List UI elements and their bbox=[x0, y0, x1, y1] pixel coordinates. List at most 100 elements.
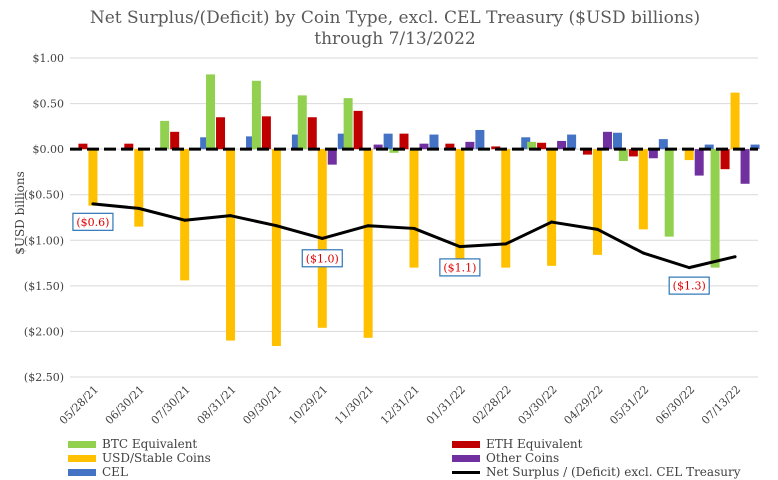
bar-other-coins bbox=[465, 141, 475, 150]
x-tick-label: 10/29/21 bbox=[286, 383, 330, 427]
bar-eth-equivalent bbox=[537, 142, 547, 150]
legend-label-other: Other Coins bbox=[486, 451, 560, 465]
bar-cel bbox=[612, 132, 622, 150]
net-surplus-point bbox=[733, 255, 737, 259]
bar-other-coins bbox=[740, 149, 750, 184]
bar-other-coins bbox=[327, 149, 337, 165]
bar-usd-stable-coins bbox=[134, 149, 144, 227]
bar-cel bbox=[429, 134, 439, 150]
legend-item-eth: ETH Equivalent bbox=[452, 437, 582, 451]
chart-title-line2: through 7/13/2022 bbox=[314, 29, 476, 49]
x-tick-label: 04/29/22 bbox=[561, 383, 605, 427]
bar-eth-equivalent bbox=[445, 143, 455, 150]
bar-other-coins bbox=[602, 131, 612, 150]
bar-eth-equivalent bbox=[170, 131, 180, 150]
bar-eth-equivalent bbox=[307, 117, 317, 150]
net-surplus-point bbox=[595, 227, 599, 231]
bar-usd-stable-coins bbox=[363, 149, 373, 338]
bar-cel bbox=[521, 137, 531, 150]
net-surplus-point bbox=[274, 224, 278, 228]
y-axis-ticks: $1.00 $0.50 $0.00 ($0.50) ($1.00) ($1.50) ($2.… bbox=[24, 52, 64, 384]
bar-eth-equivalent bbox=[628, 149, 638, 157]
bar-usd-stable-coins bbox=[88, 149, 98, 206]
y-tick-label: ($2.00) bbox=[24, 325, 64, 338]
bar-usd-stable-coins bbox=[455, 149, 465, 274]
bar-cel bbox=[337, 133, 347, 150]
bar-btc-equivalent bbox=[618, 149, 628, 161]
y-tick-label: ($1.50) bbox=[24, 280, 64, 293]
chart-title: Net Surplus/(Deficit) by Coin Type, excl… bbox=[60, 8, 730, 50]
legend-swatch-eth bbox=[452, 440, 480, 448]
net-surplus-point bbox=[183, 218, 187, 222]
x-tick-label: 11/30/21 bbox=[332, 383, 376, 427]
x-tick-label: 02/28/22 bbox=[470, 383, 514, 427]
bar-btc-equivalent bbox=[343, 98, 353, 150]
annotation-label: ($1.1) bbox=[443, 261, 476, 274]
bar-other-coins bbox=[419, 143, 429, 150]
net-surplus-point bbox=[550, 220, 554, 224]
x-tick-label: 07/30/21 bbox=[149, 383, 193, 427]
x-tick-label: 07/13/22 bbox=[699, 383, 743, 427]
bar-cel bbox=[475, 130, 485, 150]
annotation-label: ($1.3) bbox=[673, 280, 706, 293]
bar-usd-stable-coins bbox=[638, 149, 648, 230]
y-tick-label: $1.00 bbox=[33, 52, 65, 65]
bar-cel bbox=[383, 133, 393, 150]
bar-usd-stable-coins bbox=[547, 149, 557, 266]
net-surplus-point bbox=[641, 251, 645, 255]
legend-label-net: Net Surplus / (Deficit) excl. CEL Treasu… bbox=[486, 465, 741, 479]
bar-other-coins bbox=[557, 140, 567, 150]
x-tick-label: 08/31/21 bbox=[195, 383, 239, 427]
bar-cel bbox=[200, 137, 210, 150]
net-surplus-point bbox=[91, 202, 95, 206]
bar-eth-equivalent bbox=[261, 116, 271, 150]
net-surplus-point bbox=[687, 266, 691, 270]
legend-swatch-other bbox=[452, 454, 480, 462]
bar-btc-equivalent bbox=[527, 141, 537, 150]
bar-eth-equivalent bbox=[124, 143, 134, 150]
bar-other-coins bbox=[648, 149, 658, 159]
legend-label-btc: BTC Equivalent bbox=[102, 437, 198, 451]
y-tick-label: ($2.50) bbox=[24, 371, 64, 384]
bar-usd-stable-coins bbox=[730, 92, 740, 150]
legend-label-usd: USD/Stable Coins bbox=[102, 451, 211, 465]
legend-swatch-btc bbox=[68, 440, 96, 448]
bar-cel bbox=[246, 136, 256, 150]
legend-swatch-cel bbox=[68, 468, 96, 476]
y-tick-label: $0.50 bbox=[33, 98, 65, 111]
annotation-box bbox=[72, 212, 114, 231]
legend-item-btc: BTC Equivalent bbox=[68, 437, 197, 451]
x-tick-label: 01/31/22 bbox=[424, 383, 468, 427]
legend-item-usd: USD/Stable Coins bbox=[68, 451, 211, 465]
bar-usd-stable-coins bbox=[226, 149, 236, 341]
bar-btc-equivalent bbox=[710, 149, 720, 268]
bar-usd-stable-coins bbox=[180, 149, 190, 281]
bar-cel bbox=[750, 144, 760, 150]
net-surplus-point bbox=[504, 242, 508, 246]
legend-item-other: Other Coins bbox=[452, 451, 559, 465]
annotations: ($0.6) ($1.0) ($1.1) ($1.3) bbox=[72, 212, 710, 295]
bar-btc-equivalent bbox=[664, 149, 674, 237]
bar-eth-equivalent bbox=[399, 133, 409, 150]
bar-btc-equivalent bbox=[251, 80, 261, 150]
net-surplus-point bbox=[320, 236, 324, 240]
y-axis-label: $USD billions bbox=[13, 171, 27, 255]
legend-item-cel: CEL bbox=[68, 465, 128, 479]
bar-eth-equivalent bbox=[720, 149, 730, 170]
y-tick-label: ($1.00) bbox=[24, 234, 64, 247]
bars bbox=[78, 74, 760, 347]
bar-cel bbox=[567, 134, 577, 150]
x-tick-label: 06/30/22 bbox=[653, 383, 697, 427]
bar-cel bbox=[291, 134, 301, 150]
bar-eth-equivalent bbox=[216, 117, 226, 150]
annotation-box bbox=[668, 276, 710, 295]
net-surplus-point bbox=[458, 245, 462, 249]
net-surplus-point bbox=[366, 224, 370, 228]
x-tick-label: 05/31/22 bbox=[607, 383, 651, 427]
x-tick-label: 09/30/21 bbox=[240, 383, 284, 427]
annotation-label: ($0.6) bbox=[76, 216, 109, 229]
x-tick-label: 05/28/21 bbox=[57, 383, 101, 427]
annotation-box bbox=[439, 258, 481, 277]
bar-usd-stable-coins bbox=[684, 149, 694, 161]
